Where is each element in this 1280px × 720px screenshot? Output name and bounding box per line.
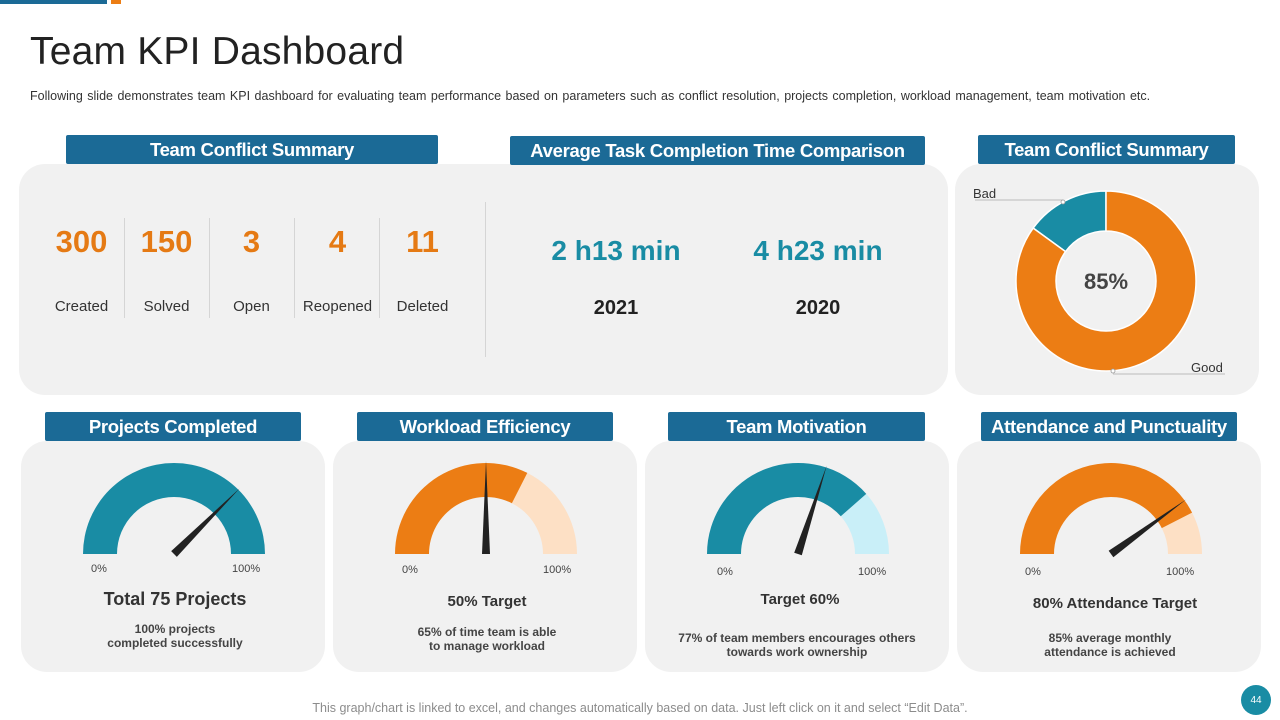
gauge-desc-line1: 65% of time team is able (417, 625, 557, 639)
task-time-year-2020: 2020 (795, 297, 841, 319)
stat-value: 300 (55, 224, 108, 259)
summary-card (19, 164, 948, 395)
gauge-desc-line2: towards work ownership (726, 645, 868, 659)
projects-completed-label: Projects Completed (45, 412, 301, 441)
conflict-donut-chart (975, 190, 1225, 375)
footer-note: This graph/chart is linked to excel, and… (312, 701, 968, 715)
good-leader-dot (1110, 368, 1116, 374)
gauge-desc-line2: to manage workload (428, 639, 546, 653)
task-time-label: Average Task Completion Time Comparison (510, 136, 925, 165)
gauge-max-label: 100% (858, 566, 887, 578)
workload-efficiency-label: Workload Efficiency (357, 412, 613, 441)
stat-value: 150 (140, 224, 193, 259)
stat-label: Created (54, 298, 109, 315)
gauge-title: 80% Attendance Target (1032, 595, 1198, 612)
gauge-needle (482, 461, 490, 554)
stat-value: 11 (406, 224, 439, 259)
task-time-year-2021: 2021 (593, 297, 639, 319)
donut-bad-label: Bad (973, 186, 997, 201)
gauge-needle (1108, 499, 1187, 558)
gauge-title: Total 75 Projects (103, 589, 247, 609)
stat-divider (209, 218, 210, 318)
gauge-remaining-arc (840, 493, 889, 554)
gauge-min-label: 0% (717, 566, 733, 578)
stat-value: 4 (328, 224, 347, 259)
gauge-max-label: 100% (232, 563, 261, 575)
gauge-min-label: 0% (1025, 566, 1041, 578)
stat-label: Solved (143, 298, 190, 315)
section-divider (485, 202, 486, 357)
stat-deleted: 11 Deleted (380, 224, 465, 324)
stat-divider (379, 218, 380, 318)
page-title: Team KPI Dashboard (30, 30, 405, 73)
donut-slice-good (1015, 190, 1197, 372)
gauge-title: 50% Target (447, 593, 527, 610)
gauge-remaining-arc (1161, 512, 1202, 554)
accent-bar-blue (0, 0, 107, 4)
gauge-needle (794, 465, 827, 556)
stat-solved: 150 Solved (124, 224, 209, 324)
stat-open: 3 Open (209, 224, 294, 324)
gauge-desc-line1: 85% average monthly (1048, 631, 1172, 645)
stat-reopened: 4 Reopened (295, 224, 380, 324)
stat-label: Reopened (302, 298, 373, 315)
donut-center-value: 85% (1083, 269, 1129, 294)
gauge-desc-line2: completed successfully (107, 636, 243, 650)
gauge-filled-arc (83, 463, 265, 554)
gauge-filled-arc (1020, 463, 1193, 554)
stat-label: Open (233, 298, 270, 315)
gauge-projects (83, 463, 265, 557)
gauge-needle (171, 488, 240, 557)
stat-value: 3 (242, 224, 261, 259)
task-time-value-2021: 2 h13 min (551, 235, 681, 266)
gauge-attendance (1020, 463, 1202, 558)
gauge-remaining-arc (511, 472, 577, 554)
team-motivation-label: Team Motivation (668, 412, 925, 441)
gauge-motivation (707, 463, 889, 556)
conflict-donut-label: Team Conflict Summary (978, 135, 1235, 164)
page-subtitle: Following slide demonstrates team KPI da… (30, 89, 1151, 103)
stat-label: Deleted (396, 298, 449, 315)
task-time-value-2020: 4 h23 min (753, 235, 883, 266)
gauge-max-label: 100% (1166, 566, 1195, 578)
page-number-badge: 44 (1241, 685, 1271, 715)
gauge-min-label: 0% (91, 563, 107, 575)
gauge-filled-arc (707, 463, 867, 554)
gauge-min-label: 0% (402, 564, 418, 576)
bad-leader-dot (1060, 199, 1066, 205)
gauge-title: Target 60% (760, 591, 840, 608)
stat-created: 300 Created (39, 224, 124, 324)
conflict-summary-label: Team Conflict Summary (66, 135, 438, 164)
gauge-desc-line1: 100% projects (134, 622, 216, 636)
gauge-filled-arc (395, 463, 528, 554)
gauge-desc-line1: 77% of team members encourages others (678, 631, 916, 645)
gauge-max-label: 100% (543, 564, 572, 576)
attendance-label: Attendance and Punctuality (981, 412, 1237, 441)
stat-divider (124, 218, 125, 318)
gauge-workload (395, 461, 577, 554)
gauge-desc-line2: attendance is achieved (1044, 645, 1176, 659)
donut-good-label: Good (1191, 360, 1223, 375)
accent-bar-orange (111, 0, 121, 4)
stat-divider (294, 218, 295, 318)
